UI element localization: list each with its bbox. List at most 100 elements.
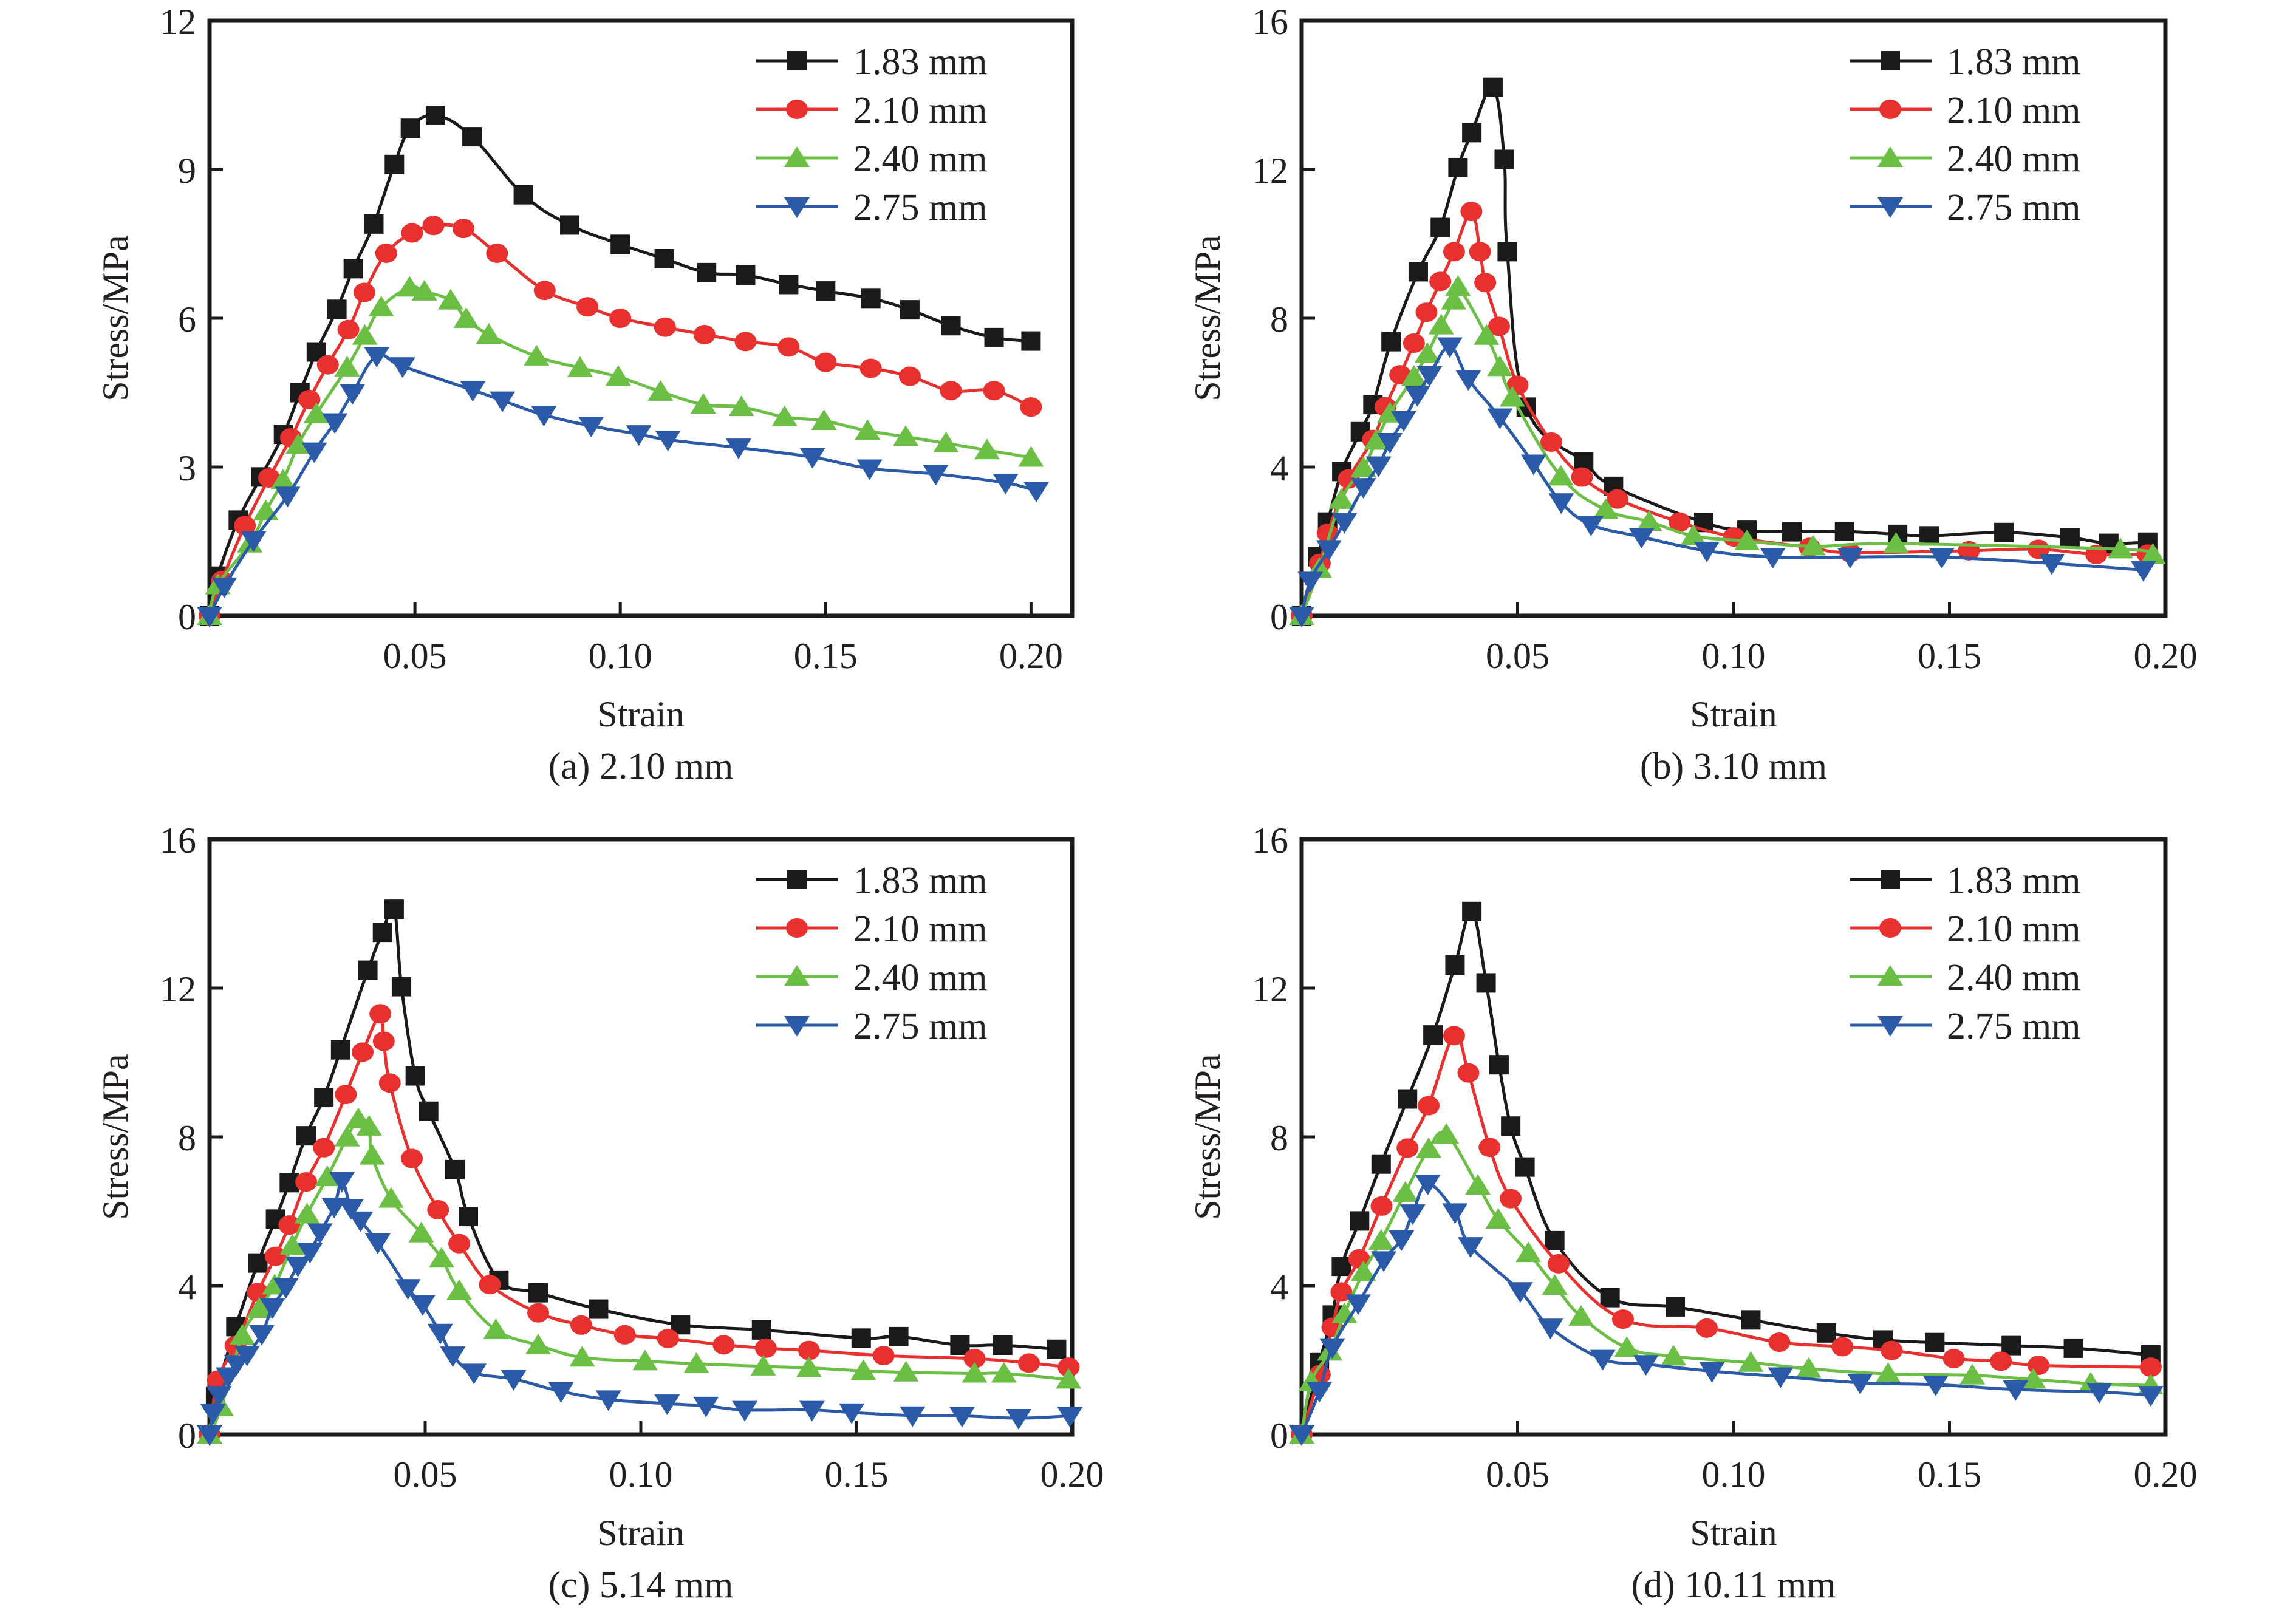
data-point [264,1246,287,1266]
data-point [197,607,222,627]
data-point [1922,1375,1949,1396]
data-point [839,1403,865,1424]
data-point [2140,542,2166,564]
legend-label: 1.83 mm [1947,860,2080,901]
data-point [316,355,339,375]
data-point [1371,1251,1397,1272]
data-point [754,1338,777,1358]
data-point [567,356,593,377]
data-point [1548,465,1574,486]
x-tick-label: 0.05 [1486,636,1549,676]
data-point [486,244,508,264]
legend-item: 2.40 mm [1850,957,2080,998]
y-tick-label: 9 [178,151,196,191]
data-point [1455,370,1481,391]
data-point [445,1159,465,1179]
data-point [1760,548,1786,569]
data-point [1056,1368,1082,1389]
data-point [1408,262,1428,282]
y-tick-label: 16 [160,820,196,861]
data-point [200,1404,226,1425]
data-point [1020,397,1042,417]
data-point [1350,478,1376,499]
data-point [461,1363,487,1385]
data-point [1429,271,1452,292]
data-point [1018,1353,1040,1373]
data-point [294,1202,320,1224]
data-point [378,1073,401,1093]
legend-marker-icon [1877,965,1903,986]
data-point [405,1066,425,1086]
data-point [1289,607,1314,627]
data-point [397,276,423,297]
data-point [2027,539,2049,559]
data-point [1929,548,1955,569]
data-point [811,409,837,431]
y-tick-label: 0 [178,597,196,637]
legend-marker-icon [784,965,810,986]
data-point [1350,1260,1376,1281]
data-point [241,531,267,552]
data-point [1507,1282,1533,1303]
data-point [900,300,920,320]
data-point [313,1138,335,1158]
data-point [340,384,366,405]
data-point [2139,1357,2162,1377]
data-point [1371,1154,1391,1174]
series-2-75-mm [197,1172,1083,1446]
data-point [2020,1368,2046,1389]
data-point [364,214,384,234]
data-point [1666,1297,1686,1317]
data-point [307,1223,333,1244]
data-point [861,288,881,309]
data-point [1399,1204,1426,1226]
data-point [991,1362,1017,1383]
data-point [1401,365,1427,386]
data-point [234,1345,260,1366]
data-point [1568,1305,1594,1326]
data-point [751,1320,771,1340]
data-point [1734,529,1760,550]
data-point [1047,1339,1067,1359]
data-point [270,469,296,490]
legend-item: 2.10 mm [1850,909,2080,950]
data-point [799,448,825,469]
data-point [1738,1351,1764,1372]
data-point [411,279,437,301]
data-point [1350,1211,1370,1231]
data-point [1485,1207,1511,1229]
legend-marker-icon [1881,870,1900,889]
data-point [460,381,486,402]
data-point [1497,242,1517,262]
data-point [1414,342,1440,363]
data-point [359,1144,385,1165]
y-axis-title: Stress/MPa [1187,1054,1228,1219]
data-point [856,459,883,480]
data-point [950,1335,970,1355]
data-point [400,1148,423,1168]
data-point [683,1352,709,1373]
legend-label: 2.40 mm [853,957,987,998]
data-point [400,118,420,138]
legend-label: 1.83 mm [1947,41,2080,83]
data-point [275,486,301,508]
series-2-40-mm [197,1107,1082,1444]
x-tick-label: 0.20 [2134,636,2198,676]
data-point [375,244,397,264]
y-tick-label: 8 [1270,299,1288,339]
legend: 1.83 mm 2.10 mm 2.40 mm 2.75 mm [1850,41,2080,228]
x-tick-label: 0.15 [1918,1455,1981,1495]
data-point [1782,522,1802,542]
data-point [479,1275,501,1295]
x-tick-label: 0.05 [1486,1455,1549,1495]
y-tick-label: 4 [1270,1267,1288,1307]
legend-item: 2.40 mm [756,138,987,180]
data-point [330,1040,350,1060]
data-point [1494,149,1514,169]
data-point [1611,1309,1634,1329]
data-point [1699,1362,1725,1383]
data-point [2086,1383,2113,1404]
data-point [2108,537,2134,559]
legend-marker-icon [784,146,810,167]
y-axis-title: Stress/MPa [95,1054,135,1219]
